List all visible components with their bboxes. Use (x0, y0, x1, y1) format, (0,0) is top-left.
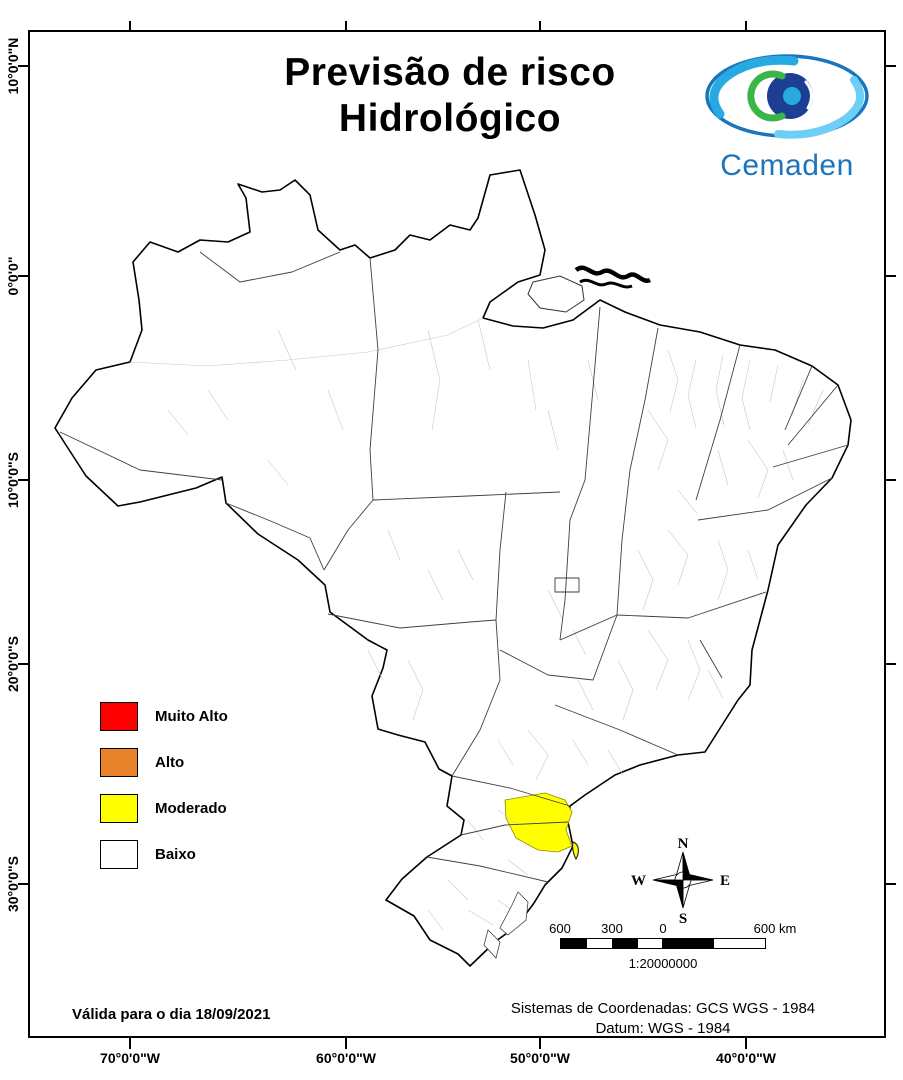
graticule-tick (18, 883, 29, 885)
legend-color-swatch (100, 794, 138, 823)
legend-item-label: Baixo (155, 846, 196, 863)
scale-bar-segment (663, 939, 714, 948)
state-boundaries (59, 251, 849, 883)
legend-item-label: Muito Alto (155, 708, 228, 725)
longitude-label: 70°0'0"W (100, 1050, 160, 1066)
graticule-tick (885, 663, 896, 665)
coordinate-system-note: Sistemas de Coordenadas: GCS WGS - 1984 … (463, 999, 863, 1038)
brazil-map: N S W E (54, 169, 852, 967)
marajo-island (527, 275, 585, 313)
graticule-tick (885, 65, 896, 67)
graticule-tick (345, 1038, 347, 1049)
graticule-tick (18, 479, 29, 481)
graticule-tick (885, 275, 896, 277)
scale-tick-label: 600 km (753, 921, 797, 936)
graticule-tick (539, 21, 541, 32)
compass-south-label: S (679, 911, 687, 927)
title-line-2: Hidrológico (338, 97, 562, 141)
amazon-mouth-detail (574, 265, 652, 289)
map-frame (28, 30, 886, 1038)
page-title: Previsão de risco Hidrológico (180, 50, 720, 142)
graticule-tick (745, 1038, 747, 1049)
scale-bar-segment (638, 939, 663, 948)
cemaden-logo-text: Cemaden (720, 149, 854, 182)
graticule-tick (885, 479, 896, 481)
highlight-region-moderado (504, 792, 573, 853)
scale-tick-label: 0 (659, 921, 667, 936)
validity-note: Válida para o dia 18/09/2021 (72, 1006, 271, 1023)
legend-item: Baixo (100, 840, 228, 869)
graticule-tick (745, 21, 747, 32)
scale-bar-segment (561, 939, 587, 948)
legend-item: Alto (100, 748, 228, 777)
graticule-tick (885, 883, 896, 885)
scale-bar (560, 938, 766, 949)
coordinate-system-line: Sistemas de Coordenadas: GCS WGS - 1984 (510, 1000, 816, 1017)
scale-bar-segment (587, 939, 613, 948)
coastal-lagoons (483, 891, 529, 959)
graticule-tick (539, 1038, 541, 1049)
graticule-tick (18, 275, 29, 277)
scale-bar-segment (613, 939, 638, 948)
legend-color-swatch (100, 748, 138, 777)
legend-item-label: Alto (155, 754, 185, 771)
municipality-boundaries (129, 317, 824, 931)
risk-legend: Muito Alto Alto Moderado Baixo (100, 702, 228, 886)
graticule-tick (345, 21, 347, 32)
compass-rose: N S W E (631, 836, 730, 927)
brazil-outline (54, 169, 852, 967)
longitude-label: 60°0'0"W (316, 1050, 376, 1066)
legend-item: Moderado (100, 794, 228, 823)
legend-color-swatch (100, 840, 138, 869)
legend-item: Muito Alto (100, 702, 228, 731)
scale-tick-label: 600 (549, 921, 571, 936)
graticule-tick (129, 21, 131, 32)
title-line-1: Previsão de risco (284, 51, 616, 94)
cemaden-eye-icon (705, 54, 869, 139)
datum-line: Datum: WGS - 1984 (595, 1019, 731, 1037)
graticule-tick (18, 65, 29, 67)
florianopolis-island (572, 841, 579, 861)
graticule-tick (129, 1038, 131, 1049)
cemaden-logo: Cemaden (698, 52, 876, 183)
compass-north-label: N (678, 836, 689, 852)
compass-west-label: W (631, 873, 646, 889)
legend-item-label: Moderado (155, 800, 227, 817)
compass-east-label: E (720, 873, 730, 889)
scale-tick-label: 300 (601, 921, 623, 936)
scale-ratio-label: 1:20000000 (628, 956, 698, 971)
legend-color-swatch (100, 702, 138, 731)
graticule-tick (18, 663, 29, 665)
longitude-label: 50°0'0"W (510, 1050, 570, 1066)
scale-bar-segment (714, 939, 765, 948)
longitude-label: 40°0'0"W (716, 1050, 776, 1066)
